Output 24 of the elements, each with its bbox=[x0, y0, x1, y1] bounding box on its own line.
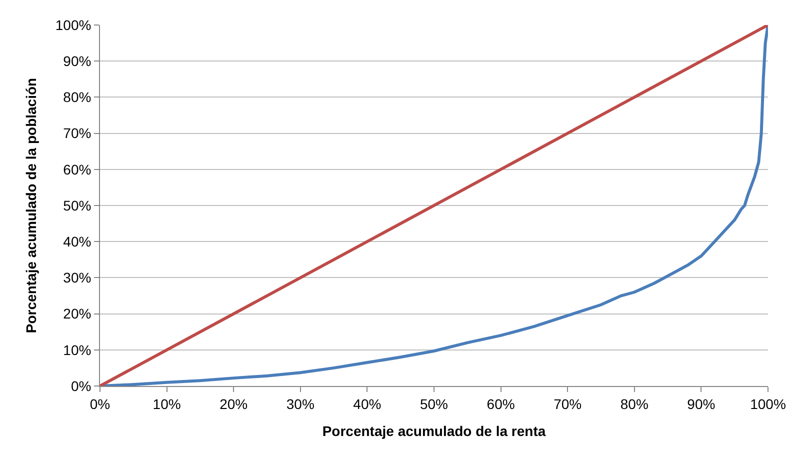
y-tick-label: 90% bbox=[63, 53, 92, 69]
y-tick-label: 100% bbox=[55, 16, 92, 33]
x-tick-label: 70% bbox=[554, 396, 582, 412]
y-tick-label: 70% bbox=[63, 125, 92, 142]
y-tick-label: 10% bbox=[63, 342, 92, 358]
y-tick-label: 20% bbox=[63, 306, 92, 322]
y-axis-title: Porcentaje acumulado de la población bbox=[22, 78, 39, 334]
x-tick-label: 50% bbox=[420, 396, 448, 412]
x-tick-label: 0% bbox=[90, 396, 110, 412]
x-tick-label: 90% bbox=[687, 396, 716, 412]
x-tick-label: 40% bbox=[353, 396, 382, 412]
y-tick-label: 40% bbox=[63, 234, 92, 250]
y-tick-label: 60% bbox=[63, 161, 92, 178]
x-tick-label: 20% bbox=[220, 396, 248, 412]
x-tick-label: 100% bbox=[750, 396, 786, 412]
y-tick-label: 0% bbox=[70, 378, 92, 394]
x-tick-label: 10% bbox=[152, 396, 181, 412]
x-tick-label: 60% bbox=[486, 396, 515, 412]
y-tick-label: 50% bbox=[63, 197, 92, 214]
y-tick-label: 30% bbox=[63, 270, 92, 286]
x-axis-title: Porcentaje acumulado de la renta bbox=[322, 423, 546, 440]
y-tick-label: 80% bbox=[63, 89, 92, 106]
x-tick-label: 30% bbox=[286, 396, 314, 412]
x-tick-label: 80% bbox=[620, 396, 648, 412]
